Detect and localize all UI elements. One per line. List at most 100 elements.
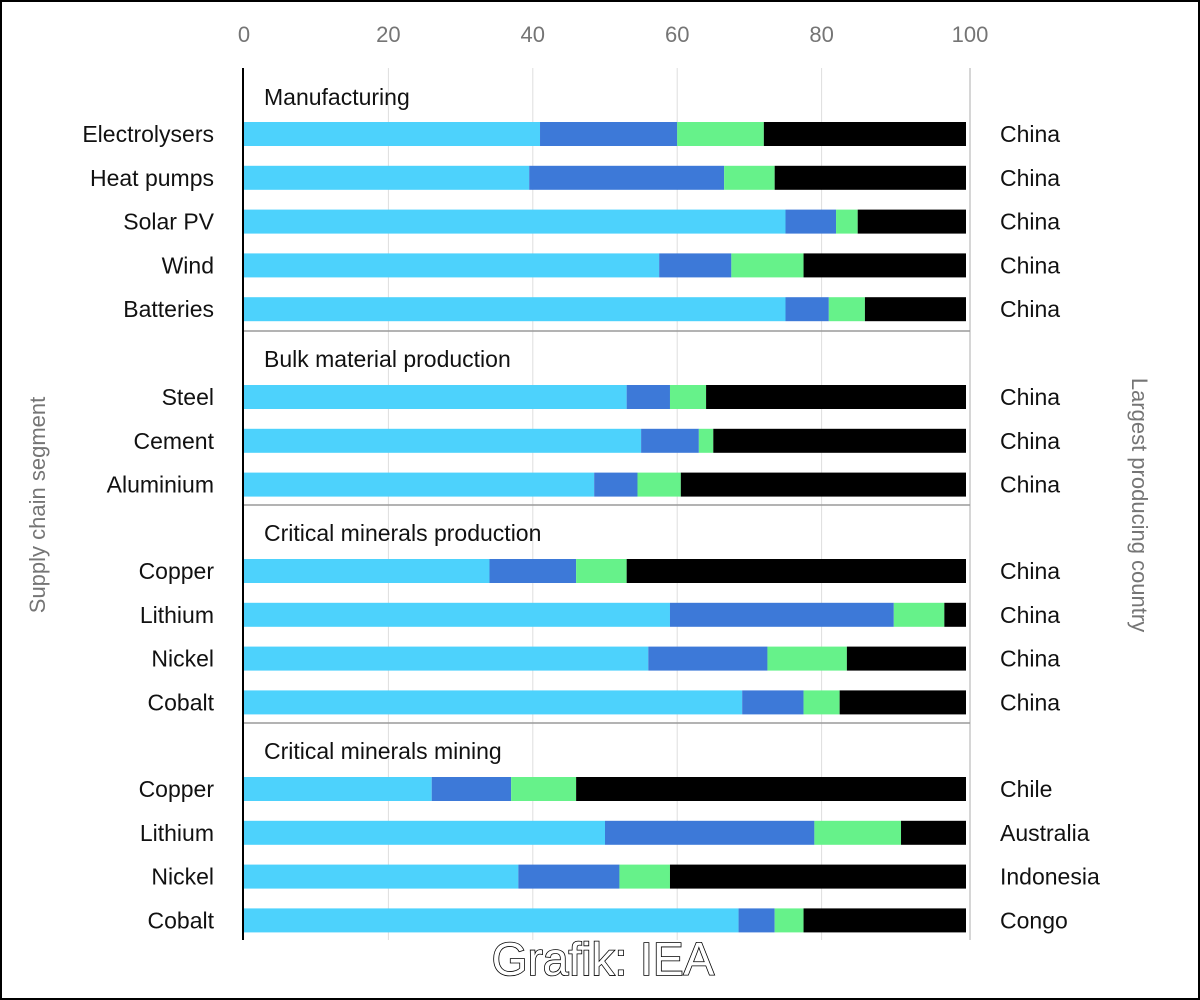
bar-segment-4 (803, 253, 966, 278)
bar-segment-3 (836, 209, 858, 234)
bar-segment-2 (659, 253, 732, 278)
country-label: Australia (1000, 820, 1090, 846)
country-label: China (1000, 296, 1060, 322)
country-label: China (1000, 252, 1060, 278)
bar-segment-4 (706, 385, 966, 409)
bar-segment-1 (244, 908, 739, 933)
category-label: Wind (162, 252, 214, 278)
category-labels: Electrolysers Heat pumps Solar PV Wind Batte… (82, 121, 214, 933)
watermark: Grafik: IEA (492, 933, 715, 985)
bar-segment-1 (244, 122, 541, 146)
category-label: Nickel (151, 864, 214, 890)
group-title: Critical minerals production (264, 520, 541, 546)
country-label: China (1000, 646, 1060, 672)
bar-segment-2 (648, 646, 768, 671)
bar-segment-1 (244, 602, 670, 627)
bar-segment-3 (724, 165, 775, 190)
bar-segment-2 (669, 602, 894, 627)
category-label: Copper (139, 776, 215, 802)
bar-segment-4 (626, 559, 966, 583)
bar-segment-1 (244, 646, 649, 671)
x-tick-label: 40 (521, 22, 545, 47)
bar-segment-4 (680, 472, 966, 497)
bar-segment-4 (901, 820, 966, 845)
bar-segment-1 (244, 428, 642, 453)
country-label: China (1000, 428, 1060, 454)
bar-segment-4 (713, 428, 966, 453)
x-tick-label: 60 (665, 22, 689, 47)
bar-segment-1 (244, 559, 490, 583)
bar-segment-4 (944, 602, 966, 627)
bar-segment-2 (594, 472, 638, 497)
x-tick-label: 0 (238, 22, 250, 47)
country-label: Indonesia (1000, 864, 1100, 890)
gridlines (387, 68, 971, 940)
category-label: Cobalt (148, 689, 215, 715)
bar-segment-3 (731, 253, 804, 278)
country-label: China (1000, 689, 1060, 715)
group-title: Bulk material production (264, 346, 511, 372)
category-label: Nickel (151, 646, 214, 672)
country-label: China (1000, 209, 1060, 235)
category-label: Copper (139, 558, 215, 584)
bar-segment-3 (619, 864, 670, 889)
bar-segment-3 (637, 472, 681, 497)
bar-segment-1 (244, 385, 627, 409)
bar-segment-1 (244, 690, 743, 715)
bar-segment-4 (763, 122, 966, 146)
bar-segment-1 (244, 864, 519, 889)
bar-segment-1 (244, 165, 530, 190)
bar-segment-2 (742, 690, 804, 715)
bar-segment-4 (576, 777, 966, 801)
category-label: Cement (133, 428, 214, 454)
country-label: China (1000, 558, 1060, 584)
category-label: Lithium (140, 602, 214, 628)
bar-segment-3 (814, 820, 902, 845)
bar-segment-1 (244, 777, 432, 801)
group-titles: Manufacturing Bulk material production Cri… (264, 84, 541, 764)
bar-segment-1 (244, 472, 595, 497)
y-axis-title: Supply chain segment (25, 397, 50, 613)
country-label: China (1000, 121, 1060, 147)
x-axis-ticks: 0 20 40 60 80 100 (238, 22, 988, 47)
bar-segment-2 (529, 165, 725, 190)
country-labels: China China China China China China China China… (1000, 121, 1100, 933)
category-label: Solar PV (123, 209, 214, 235)
bar-segment-3 (669, 385, 707, 409)
bar-segment-3 (576, 559, 627, 583)
bar-segment-3 (511, 777, 577, 801)
category-label: Aluminium (107, 472, 214, 498)
bar-segment-2 (738, 908, 775, 933)
country-label: China (1000, 472, 1060, 498)
bar-segment-2 (489, 559, 577, 583)
category-label: Batteries (123, 296, 214, 322)
bar-segment-1 (244, 820, 605, 845)
bar-segment-1 (244, 209, 786, 234)
group-separators (244, 330, 970, 724)
bar-segment-4 (864, 297, 966, 322)
bar-segment-2 (605, 820, 815, 845)
bar-segment-1 (244, 297, 786, 322)
country-label: China (1000, 384, 1060, 410)
x-tick-label: 20 (376, 22, 400, 47)
bar-segment-3 (774, 908, 804, 933)
category-label: Electrolysers (82, 121, 214, 147)
bar-segment-2 (785, 297, 829, 322)
group-title: Critical minerals mining (264, 738, 502, 764)
bar-segment-2 (626, 385, 670, 409)
country-label: China (1000, 165, 1060, 191)
x-tick-label: 100 (952, 22, 989, 47)
country-label: Chile (1000, 776, 1052, 802)
bar-segment-4 (803, 908, 966, 933)
category-label: Steel (162, 384, 214, 410)
bar-segment-2 (431, 777, 512, 801)
y2-axis-title: Largest producing country (1127, 378, 1152, 632)
bar-segment-3 (698, 428, 714, 453)
bar-segment-2 (540, 122, 678, 146)
bar-segment-3 (767, 646, 847, 671)
category-label: Cobalt (148, 907, 215, 933)
bar-segment-4 (669, 864, 966, 889)
bar-segment-3 (893, 602, 945, 627)
bar-segment-2 (518, 864, 620, 889)
